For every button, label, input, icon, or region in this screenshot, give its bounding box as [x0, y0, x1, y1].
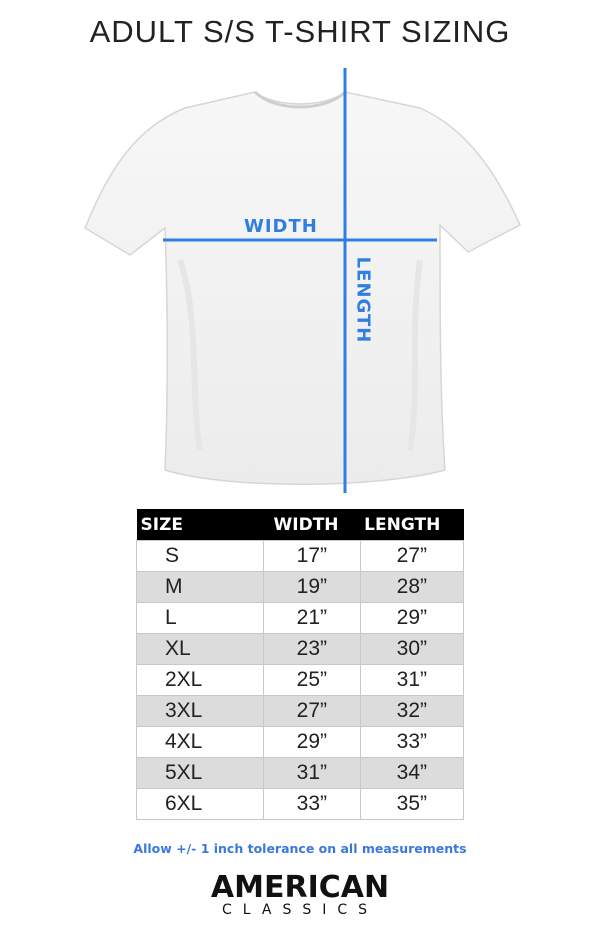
cell-length: 32”: [359, 695, 465, 727]
table-row: 3XL 27” 32”: [136, 695, 465, 727]
width-label: WIDTH: [244, 216, 318, 237]
brand-logo-subtitle: CLASSICS: [221, 902, 379, 918]
cell-size: L: [136, 602, 264, 634]
cell-length: 31”: [359, 664, 465, 696]
cell-size: 4XL: [136, 726, 264, 758]
cell-size: 3XL: [136, 695, 264, 727]
table-row: M 19” 28”: [136, 571, 465, 603]
cell-length: 34”: [359, 757, 465, 789]
cell-size: 6XL: [136, 788, 264, 820]
table-header: SIZE WIDTH LENGTH: [136, 509, 464, 541]
table-row: S 17” 27”: [136, 540, 465, 572]
cell-size: XL: [136, 633, 264, 665]
cell-width: 29”: [263, 726, 361, 758]
cell-size: 5XL: [136, 757, 264, 789]
size-table: SIZE WIDTH LENGTH S 17” 27” M 19” 28” L 21” 29” X…: [136, 509, 465, 820]
brand-logo: AMERICAN: [210, 870, 390, 905]
cell-size: 2XL: [136, 664, 264, 696]
header-width: WIDTH: [263, 509, 361, 541]
page-title: ADULT S/S T-SHIRT SIZING: [89, 14, 511, 49]
cell-length: 33”: [359, 726, 465, 758]
cell-width: 23”: [263, 633, 361, 665]
header-length: LENGTH: [360, 509, 464, 541]
table-row: 6XL 33” 35”: [136, 788, 465, 820]
table-row: 2XL 25” 31”: [136, 664, 465, 696]
cell-width: 33”: [263, 788, 361, 820]
length-label: LENGTH: [352, 256, 374, 344]
cell-width: 31”: [263, 757, 361, 789]
cell-length: 29”: [359, 602, 465, 634]
table-row: 4XL 29” 33”: [136, 726, 465, 758]
table-row: L 21” 29”: [136, 602, 465, 634]
table-row: 5XL 31” 34”: [136, 757, 465, 789]
cell-length: 27”: [359, 540, 465, 572]
cell-width: 27”: [263, 695, 361, 727]
table-row: XL 23” 30”: [136, 633, 465, 665]
cell-size: M: [136, 571, 264, 603]
header-size: SIZE: [136, 509, 264, 541]
cell-length: 30”: [359, 633, 465, 665]
cell-width: 17”: [263, 540, 361, 572]
cell-size: S: [136, 540, 264, 572]
cell-length: 28”: [359, 571, 465, 603]
tshirt-shape: [84, 91, 521, 485]
tolerance-note: Allow +/- 1 inch tolerance on all measur…: [133, 841, 467, 856]
cell-length: 35”: [359, 788, 465, 820]
cell-width: 21”: [263, 602, 361, 634]
cell-width: 19”: [263, 571, 361, 603]
cell-width: 25”: [263, 664, 361, 696]
tshirt-diagram: [84, 68, 521, 493]
